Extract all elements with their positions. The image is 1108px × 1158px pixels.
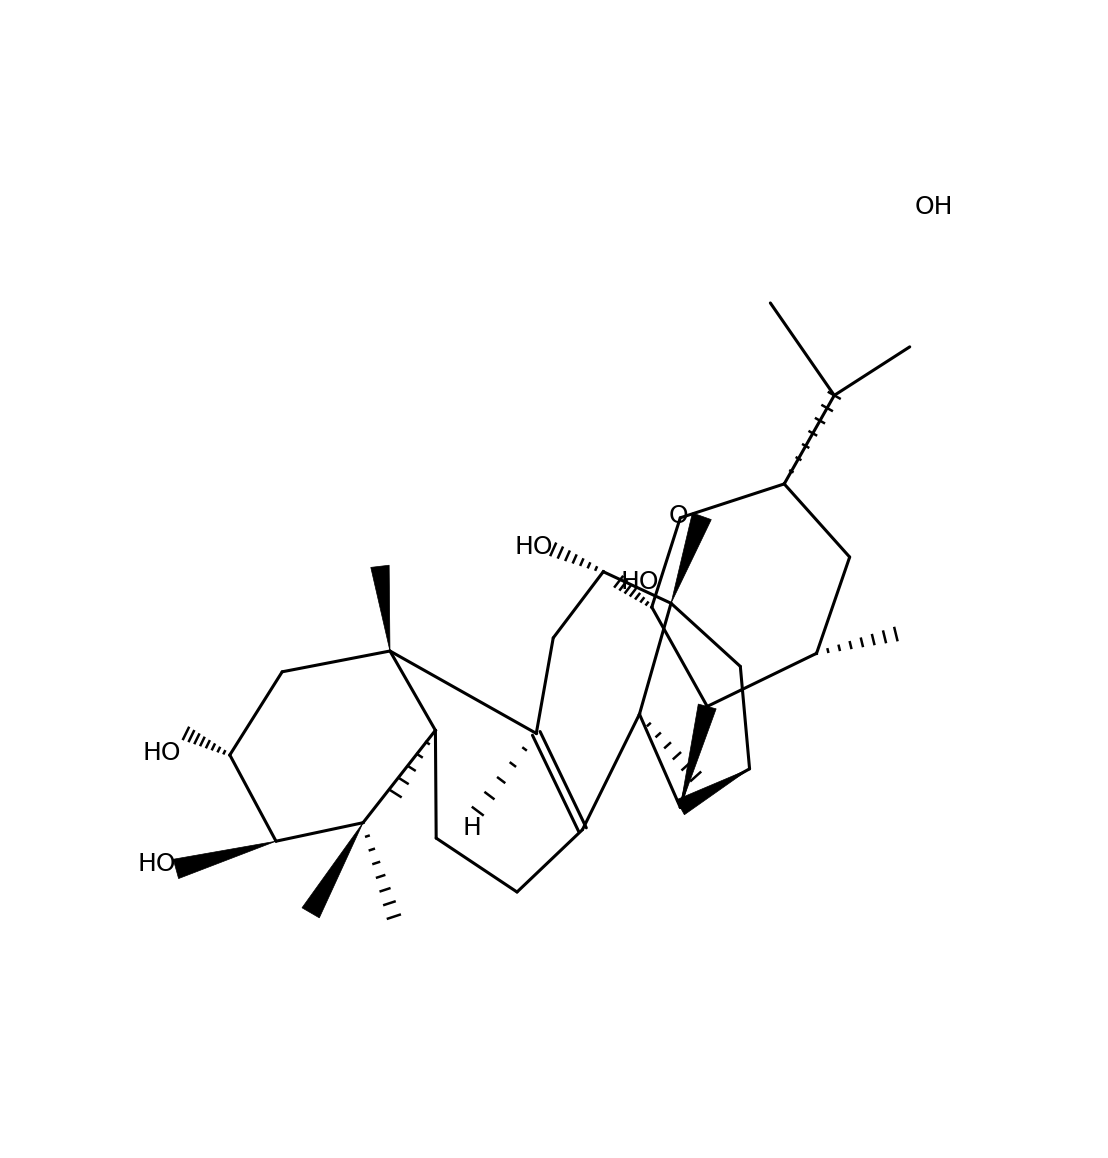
- Text: HO: HO: [515, 535, 553, 559]
- Text: HO: HO: [137, 852, 176, 877]
- Text: H: H: [463, 816, 482, 840]
- Text: HO: HO: [143, 741, 182, 765]
- Text: HO: HO: [620, 570, 659, 594]
- Polygon shape: [676, 769, 750, 815]
- Polygon shape: [371, 565, 390, 651]
- Polygon shape: [302, 822, 363, 918]
- Polygon shape: [680, 704, 716, 807]
- Text: O: O: [668, 504, 688, 528]
- Text: OH: OH: [915, 195, 954, 219]
- Polygon shape: [173, 841, 276, 879]
- Polygon shape: [671, 513, 711, 603]
